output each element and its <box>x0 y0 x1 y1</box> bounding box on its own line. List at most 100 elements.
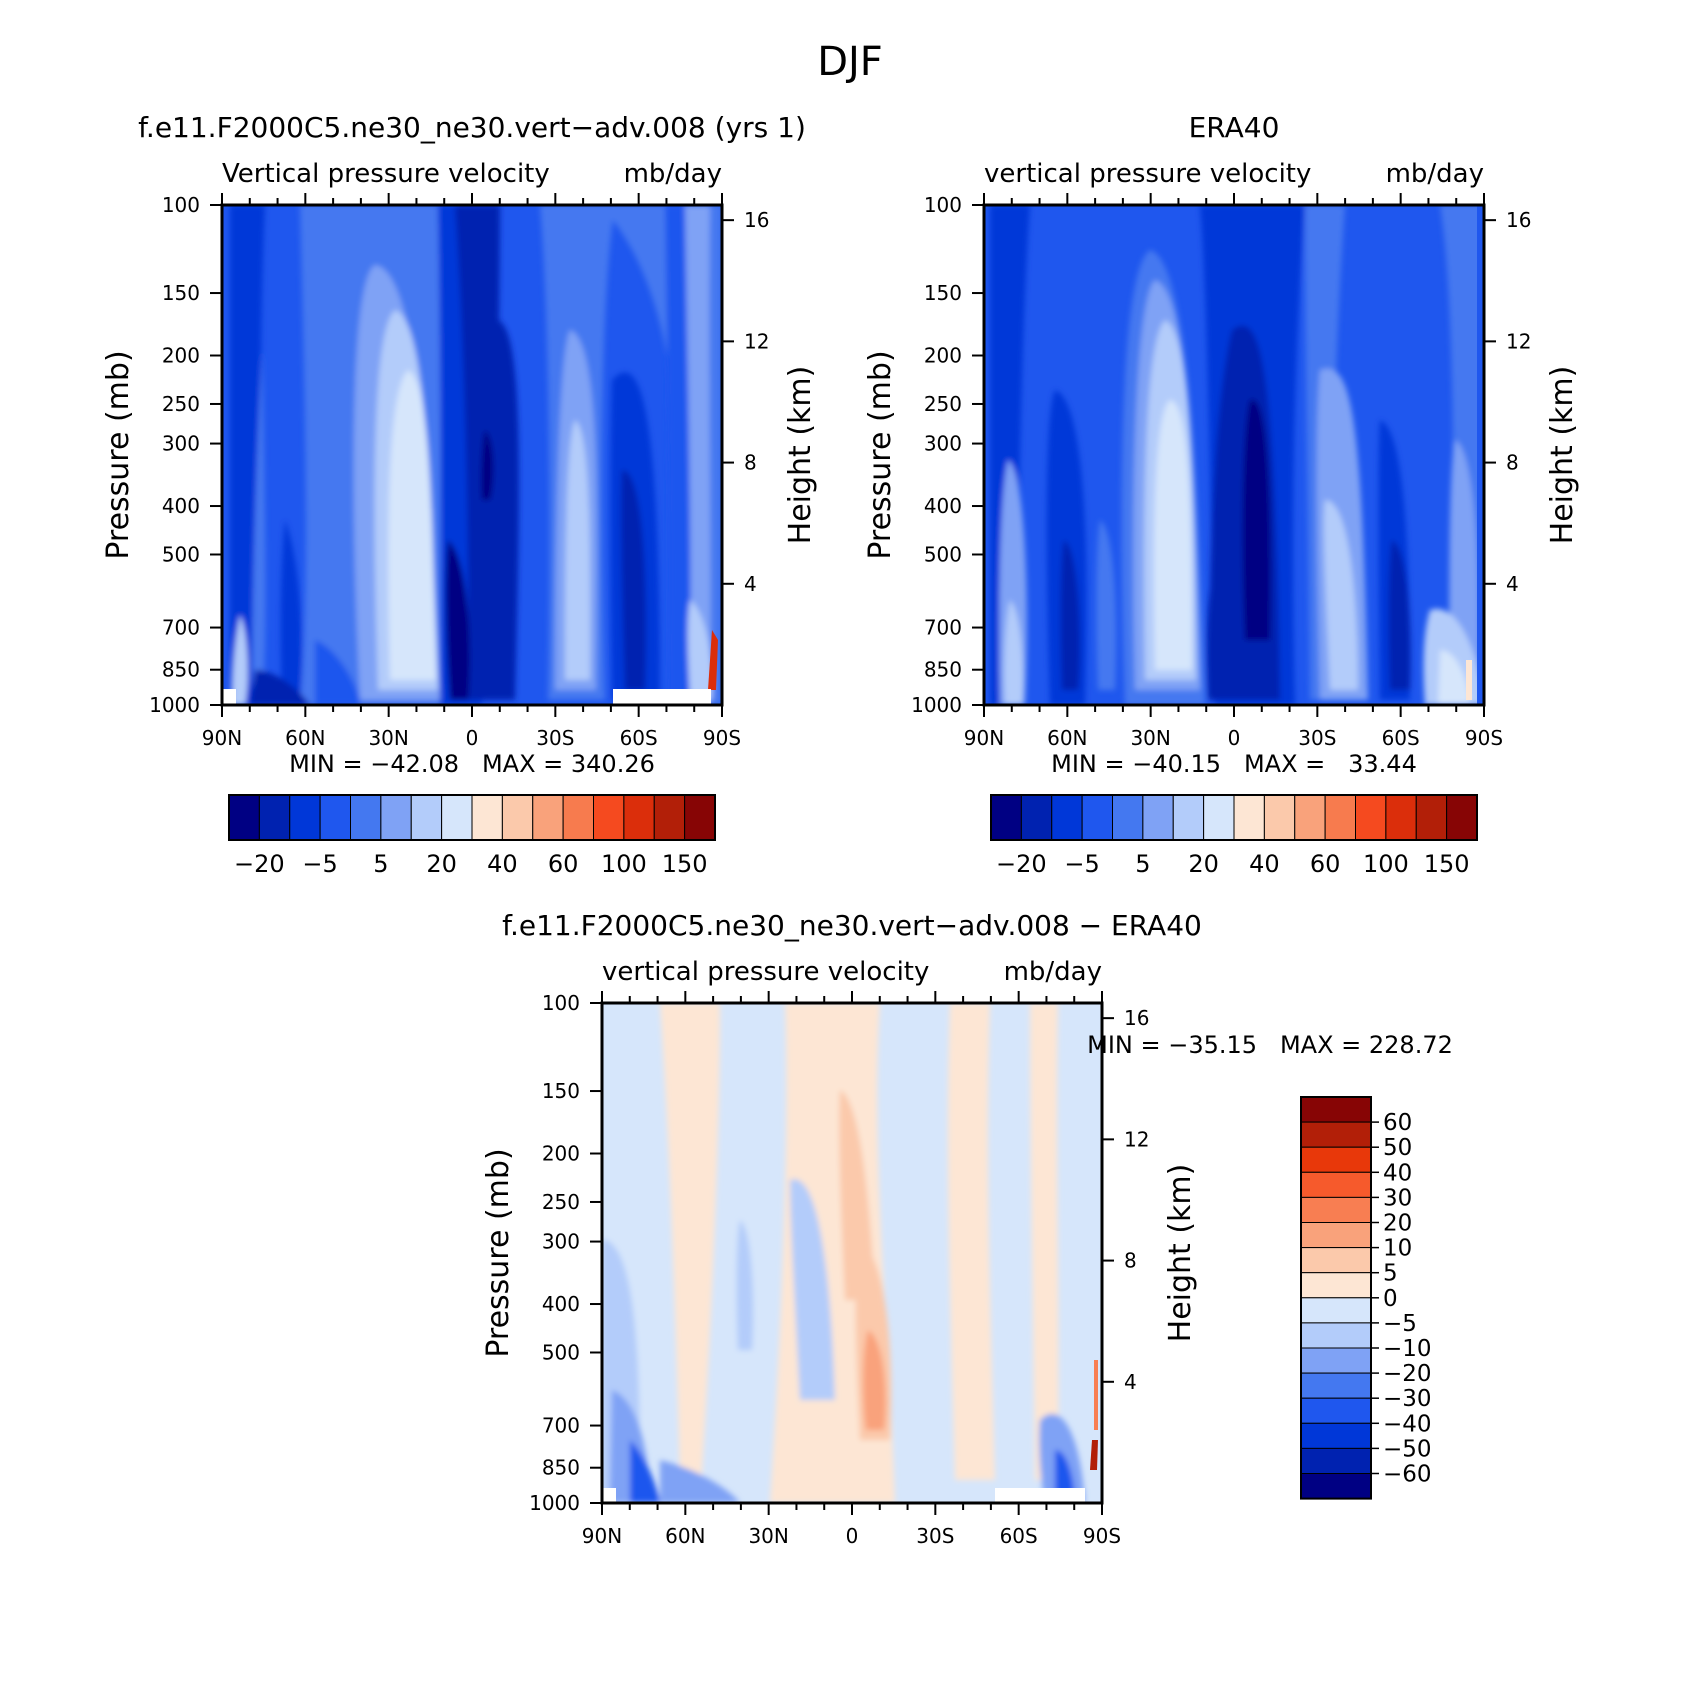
panel-obs-ylabel-right: Height (km) <box>1545 366 1580 545</box>
colorbar-box <box>1324 794 1356 841</box>
pressure-tick-label: 200 <box>162 344 200 368</box>
pressure-tick-label: 300 <box>162 432 200 456</box>
colorbar-label: −10 <box>1383 1336 1432 1362</box>
pressure-tick-label: 150 <box>542 1079 580 1103</box>
colorbar-box <box>1300 1272 1372 1299</box>
pressure-tick-label: 700 <box>542 1414 580 1438</box>
colorbar-box <box>1300 1121 1372 1148</box>
colorbar-label: 10 <box>1383 1236 1412 1262</box>
colorbar-box <box>471 794 503 841</box>
pressure-tick-label: 500 <box>542 1340 580 1364</box>
pressure-tick-label: 250 <box>542 1190 580 1214</box>
colorbar-box <box>441 794 473 841</box>
pressure-tick-label: 200 <box>924 344 962 368</box>
colorbar-box <box>532 794 564 841</box>
colorbar-label: 20 <box>1188 850 1219 878</box>
pressure-tick-label: 850 <box>162 658 200 682</box>
colorbar-box <box>1263 794 1296 841</box>
colorbar-box <box>350 794 382 841</box>
panel-model-ticks: 100 150 200 250 300 400 500 700 850 1000 16 12 8 4 90N… <box>149 193 769 750</box>
lat-tick-label: 30S <box>1298 726 1336 750</box>
colorbar-label: 50 <box>1383 1135 1412 1161</box>
colorbar-box <box>1300 1447 1372 1475</box>
height-tick-label: 8 <box>1124 1249 1137 1273</box>
colorbar-box <box>380 794 412 841</box>
panel-diff-subtitle-left: vertical pressure velocity <box>602 957 929 987</box>
colorbar-box <box>1300 1397 1372 1424</box>
colorbar-box <box>1020 794 1053 841</box>
colorbar-label: −5 <box>302 850 337 878</box>
panel-model-title: f.e11.F2000C5.ne30_ne30.vert−adv.008 (yr… <box>138 111 806 144</box>
panel-obs: ERA40 vertical pressure velocity mb/day <box>863 111 1580 878</box>
panel-model-field <box>222 205 722 705</box>
height-tick-label: 8 <box>1506 451 1519 475</box>
panel-model-ylabel-right: Height (km) <box>783 366 818 545</box>
colorbar-box <box>1300 1096 1372 1123</box>
panel-diff-ylabel: Pressure (mb) <box>481 1148 516 1357</box>
panel-obs-minmax: MIN = −40.15 MAX = 33.44 <box>1051 750 1417 778</box>
colorbar-label: −5 <box>1383 1311 1417 1337</box>
pressure-tick-label: 300 <box>924 432 962 456</box>
colorbar-label: −30 <box>1383 1386 1432 1412</box>
colorbar-box <box>684 794 716 841</box>
colorbar-label: −20 <box>996 850 1047 878</box>
colorbar-box <box>1233 794 1265 841</box>
colorbar-box <box>1355 794 1387 841</box>
panel-diff: f.e11.F2000C5.ne30_ne30.vert−adv.008 − E… <box>481 909 1453 1548</box>
panel-diff-title: f.e11.F2000C5.ne30_ne30.vert−adv.008 − E… <box>502 909 1202 942</box>
panel-obs-subtitle-right: mb/day <box>1386 159 1484 189</box>
pressure-tick-label: 250 <box>924 392 962 416</box>
height-tick-label: 12 <box>744 329 769 353</box>
colorbar-label: 5 <box>1383 1261 1398 1287</box>
colorbar-box <box>1300 1372 1372 1399</box>
colorbar-box <box>1300 1322 1372 1349</box>
lat-tick-label: 30N <box>748 1524 788 1548</box>
pressure-tick-label: 150 <box>162 281 200 305</box>
colorbar-box <box>1300 1171 1372 1198</box>
colorbar-box <box>1300 1347 1372 1374</box>
colorbar-label: 40 <box>487 850 518 878</box>
lat-tick-label: 30S <box>916 1524 954 1548</box>
panel-model-minmax: MIN = −42.08 MAX = 340.26 <box>289 750 655 778</box>
colorbar-label: 100 <box>1363 850 1409 878</box>
colorbar-box <box>1142 794 1174 841</box>
colorbar-box <box>1300 1473 1372 1500</box>
height-tick-label: 16 <box>744 208 769 232</box>
lat-tick-label: 90N <box>964 726 1004 750</box>
lat-tick-label: 60S <box>1000 1524 1038 1548</box>
colorbar-box <box>1300 1297 1372 1324</box>
colorbar-box <box>1300 1196 1372 1224</box>
pressure-tick-label: 400 <box>162 494 200 518</box>
panel-diff-ticks: 100 150 200 250 300 400 500 700 850 1000 16 12 8 4 90N… <box>529 991 1149 1548</box>
colorbar-box <box>410 794 443 841</box>
colorbar-label: 60 <box>1383 1110 1412 1136</box>
colorbar-box <box>1172 794 1205 841</box>
panel-obs-title: ERA40 <box>1189 111 1280 144</box>
height-tick-label: 4 <box>1506 572 1519 596</box>
lat-tick-label: 60S <box>620 726 658 750</box>
colorbar-label: −5 <box>1064 850 1099 878</box>
colorbar-label: 150 <box>662 850 708 878</box>
colorbar-label: 100 <box>601 850 647 878</box>
colorbar-label: 40 <box>1249 850 1280 878</box>
pressure-tick-label: 700 <box>162 616 200 640</box>
lat-tick-label: 60N <box>285 726 325 750</box>
colorbar-box <box>1300 1146 1372 1173</box>
colorbar-model: −20 −5 5 20 40 60 100 150 <box>228 794 716 878</box>
colorbar-label: 60 <box>548 850 579 878</box>
pressure-tick-label: 300 <box>542 1230 580 1254</box>
pressure-tick-label: 500 <box>924 542 962 566</box>
colorbar-box <box>1415 794 1448 841</box>
pressure-tick-label: 150 <box>924 281 962 305</box>
panel-diff-minmax: MIN = −35.15 MAX = 228.72 <box>1087 1031 1453 1059</box>
colorbar-label: 5 <box>1135 850 1150 878</box>
colorbar-label: 40 <box>1383 1160 1412 1186</box>
colorbar-box <box>1446 794 1478 841</box>
colorbar-label: 20 <box>1383 1211 1412 1237</box>
lat-tick-label: 30N <box>1130 726 1170 750</box>
pressure-tick-label: 100 <box>924 193 962 217</box>
colorbar-box <box>562 794 594 841</box>
colorbar-box <box>1203 794 1235 841</box>
colorbar-box <box>653 794 686 841</box>
height-tick-label: 4 <box>744 572 757 596</box>
